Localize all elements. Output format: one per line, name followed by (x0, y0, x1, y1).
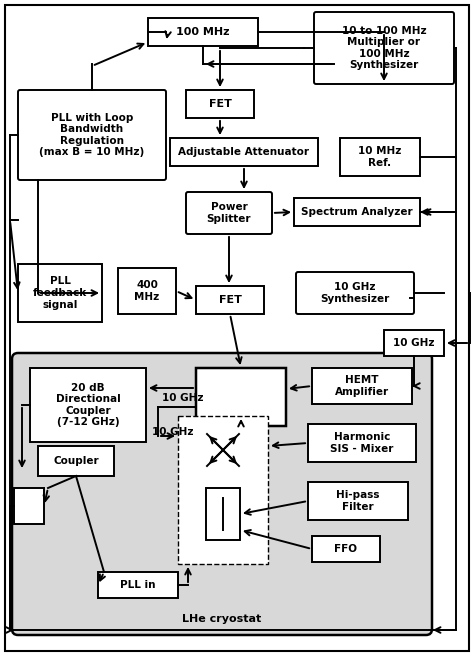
Bar (384, 330, 444, 356)
Bar (294, 198, 420, 226)
Text: Hi-pass
Filter: Hi-pass Filter (336, 490, 380, 512)
Text: Adjustable Attenuator: Adjustable Attenuator (179, 147, 310, 157)
Text: PLL in: PLL in (120, 580, 156, 590)
Text: Spectrum Analyzer: Spectrum Analyzer (301, 207, 413, 217)
Text: FET: FET (219, 295, 241, 305)
Text: 10 GHz: 10 GHz (393, 338, 435, 348)
Text: 20 dB
Directional
Coupler
(7-12 GHz): 20 dB Directional Coupler (7-12 GHz) (55, 382, 120, 428)
Text: LHe cryostat: LHe cryostat (182, 614, 262, 624)
FancyBboxPatch shape (296, 272, 414, 314)
Text: Harmonic
SIS - Mixer: Harmonic SIS - Mixer (330, 432, 394, 454)
Bar (196, 368, 286, 426)
Text: 10 GHz: 10 GHz (162, 393, 203, 403)
Bar (30, 368, 146, 442)
Bar (148, 18, 258, 46)
Bar (118, 268, 176, 314)
FancyBboxPatch shape (314, 12, 454, 84)
Bar (98, 572, 178, 598)
Bar (38, 446, 114, 476)
Text: 10 to 100 MHz
Multiplier or
100 MHz
Synthesizer: 10 to 100 MHz Multiplier or 100 MHz Synt… (342, 26, 426, 70)
FancyBboxPatch shape (12, 353, 432, 635)
FancyBboxPatch shape (186, 192, 272, 234)
Bar (186, 90, 254, 118)
Text: FFO: FFO (335, 544, 357, 554)
Text: 10 GHz: 10 GHz (152, 427, 193, 437)
FancyBboxPatch shape (18, 90, 166, 180)
Bar (196, 286, 264, 314)
Bar (14, 488, 44, 524)
Text: 400
MHz: 400 MHz (134, 280, 160, 302)
Bar (312, 368, 412, 404)
Text: Coupler: Coupler (53, 456, 99, 466)
Text: HEMT
Amplifier: HEMT Amplifier (335, 375, 389, 397)
Bar (18, 264, 102, 322)
Text: 100 MHz: 100 MHz (176, 27, 230, 37)
Text: 10 GHz
Synthesizer: 10 GHz Synthesizer (320, 282, 390, 304)
Text: Power
Splitter: Power Splitter (207, 202, 251, 224)
Text: 10 MHz
Ref.: 10 MHz Ref. (358, 146, 401, 168)
Text: PLL
feedback
signal: PLL feedback signal (33, 276, 87, 310)
Bar (308, 424, 416, 462)
Bar (308, 482, 408, 520)
Bar (170, 138, 318, 166)
Text: FET: FET (209, 99, 231, 109)
Text: PLL with Loop
Bandwidth
Regulation
(max B = 10 MHz): PLL with Loop Bandwidth Regulation (max … (39, 113, 145, 157)
Bar (312, 536, 380, 562)
Bar (206, 488, 240, 540)
FancyBboxPatch shape (178, 416, 268, 564)
Bar (340, 138, 420, 176)
